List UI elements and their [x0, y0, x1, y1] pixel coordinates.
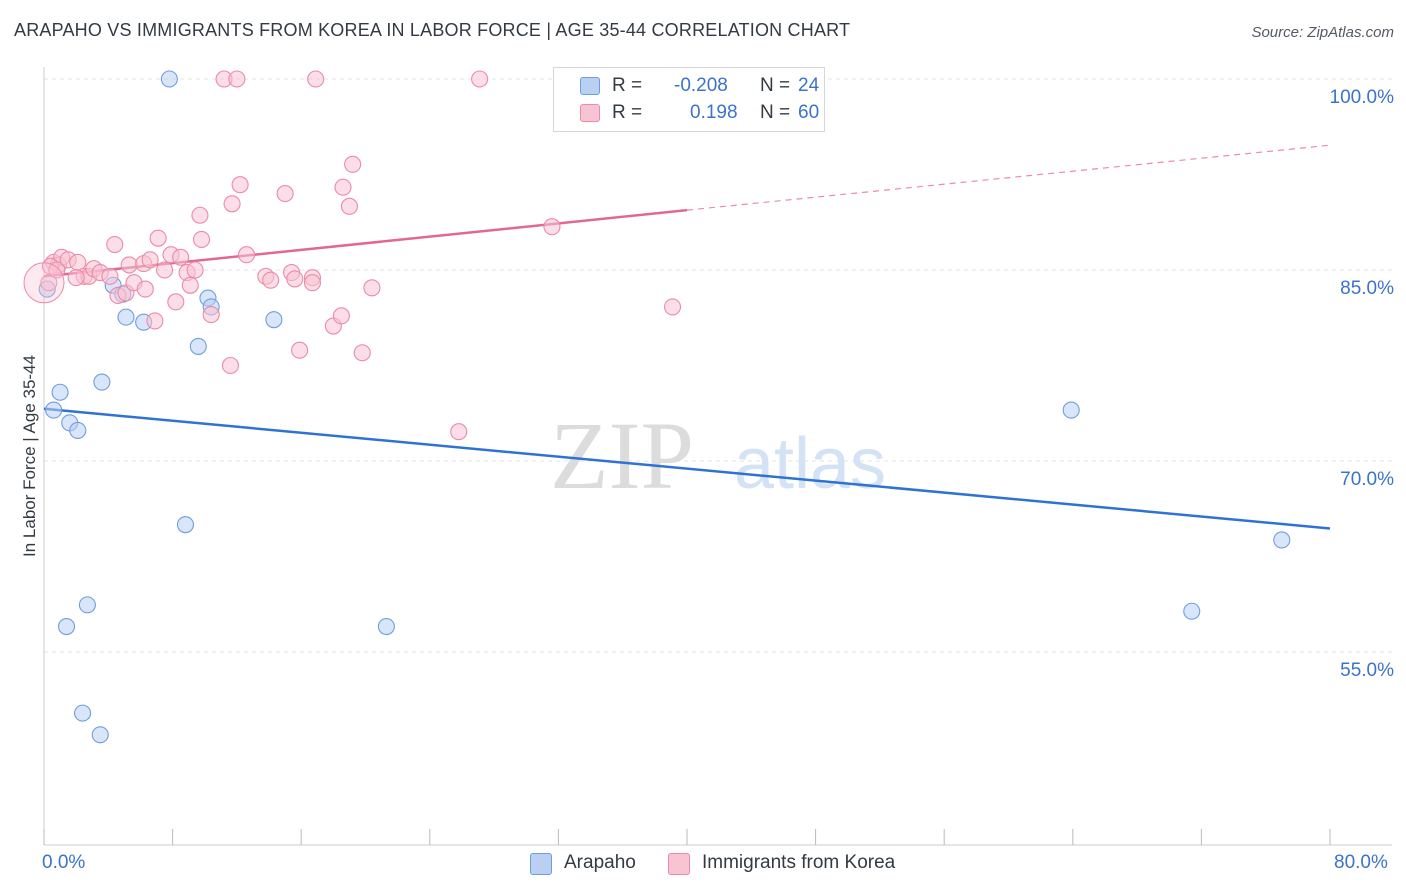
legend-r-label: R =: [612, 102, 643, 123]
korea-point: [663, 298, 682, 316]
korea-point: [231, 176, 249, 194]
legend-r-value-arapaho: -0.208: [674, 75, 728, 96]
korea-point: [149, 229, 167, 247]
korea-point: [307, 70, 325, 88]
korea-point: [167, 293, 185, 311]
korea-point: [186, 261, 204, 279]
korea-legend-swatch: [668, 853, 690, 875]
korea-point: [48, 261, 66, 279]
korea-trend-extension: [686, 144, 1331, 211]
arapaho-point: [117, 308, 135, 326]
korea-point: [344, 155, 362, 173]
legend-n-label: N =: [760, 102, 791, 123]
source-note: Source: ZipAtlas.com: [1251, 24, 1394, 41]
korea-point: [334, 178, 352, 196]
korea-point: [303, 274, 322, 292]
legend-n-label: N =: [760, 75, 791, 96]
legend-r-value-korea: 0.198: [690, 102, 738, 123]
y-tick-label: 100.0%: [1329, 87, 1394, 108]
korea-point: [286, 270, 304, 288]
arapaho-point: [93, 373, 111, 391]
korea-point: [363, 279, 381, 297]
korea-point: [106, 235, 124, 254]
korea-point: [223, 195, 241, 213]
gridlines: [44, 78, 1392, 653]
arapaho-point: [176, 516, 195, 534]
korea-point: [146, 312, 164, 330]
korea-point: [136, 280, 154, 298]
arapaho-point: [189, 337, 207, 355]
y-tick-label: 70.0%: [1340, 469, 1394, 490]
chart-title: ARAPAHO VS IMMIGRANTS FROM KOREA IN LABO…: [14, 20, 851, 40]
korea-swatch: [580, 104, 600, 122]
arapaho-point: [45, 401, 63, 419]
x-tick-min: 0.0%: [42, 852, 86, 873]
arapaho-legend-label: Arapaho: [564, 852, 636, 873]
data-points: [23, 70, 1291, 744]
arapaho-point: [91, 726, 109, 744]
korea-point: [353, 344, 371, 362]
arapaho-point: [78, 596, 96, 614]
korea-point: [291, 341, 309, 359]
watermark-atlas: atlas: [734, 424, 886, 504]
korea-point: [202, 306, 220, 324]
arapaho-trend-line: [43, 407, 1331, 530]
korea-point: [340, 197, 358, 215]
korea-point: [276, 185, 294, 203]
korea-point: [262, 271, 280, 289]
korea-point: [471, 70, 489, 88]
korea-point: [543, 218, 561, 236]
korea-point: [191, 206, 209, 224]
korea-legend-label: Immigrants from Korea: [702, 852, 896, 873]
y-tick-label: 85.0%: [1340, 278, 1394, 299]
korea-point: [450, 423, 468, 441]
stats-legend: R = -0.208 N = 24 R = 0.198 N = 60: [553, 67, 825, 132]
axes: [43, 67, 1392, 846]
arapaho-point: [1062, 401, 1080, 419]
korea-cluster-point: [23, 262, 65, 304]
y-tick-label: 55.0%: [1340, 660, 1394, 681]
korea-point: [332, 307, 350, 325]
korea-point: [237, 246, 256, 264]
arapaho-legend-swatch: [530, 853, 552, 875]
korea-point: [156, 261, 174, 279]
x-tick-max: 80.0%: [1334, 852, 1388, 873]
arapaho-point: [74, 704, 92, 722]
arapaho-point: [1273, 531, 1291, 549]
watermark-zip: ZIP: [550, 402, 694, 509]
arapaho-point: [51, 383, 69, 401]
arapaho-swatch: [580, 77, 600, 95]
legend-n-value-korea: 60: [798, 102, 820, 123]
arapaho-point: [69, 421, 87, 439]
korea-point: [228, 70, 246, 88]
korea-point: [67, 269, 85, 287]
korea-point: [101, 267, 119, 285]
arapaho-point: [1183, 602, 1201, 620]
arapaho-point: [265, 311, 283, 329]
arapaho-point: [160, 70, 178, 88]
arapaho-point: [57, 617, 76, 636]
legend-r-label: R =: [612, 75, 643, 96]
korea-point: [221, 356, 240, 375]
korea-point: [120, 256, 138, 274]
korea-point: [181, 276, 199, 294]
legend-n-value-arapaho: 24: [798, 75, 820, 96]
arapaho-point: [377, 617, 395, 636]
korea-point: [141, 251, 159, 269]
korea-point: [40, 274, 58, 292]
korea-point: [192, 230, 211, 248]
korea-point: [172, 248, 190, 266]
